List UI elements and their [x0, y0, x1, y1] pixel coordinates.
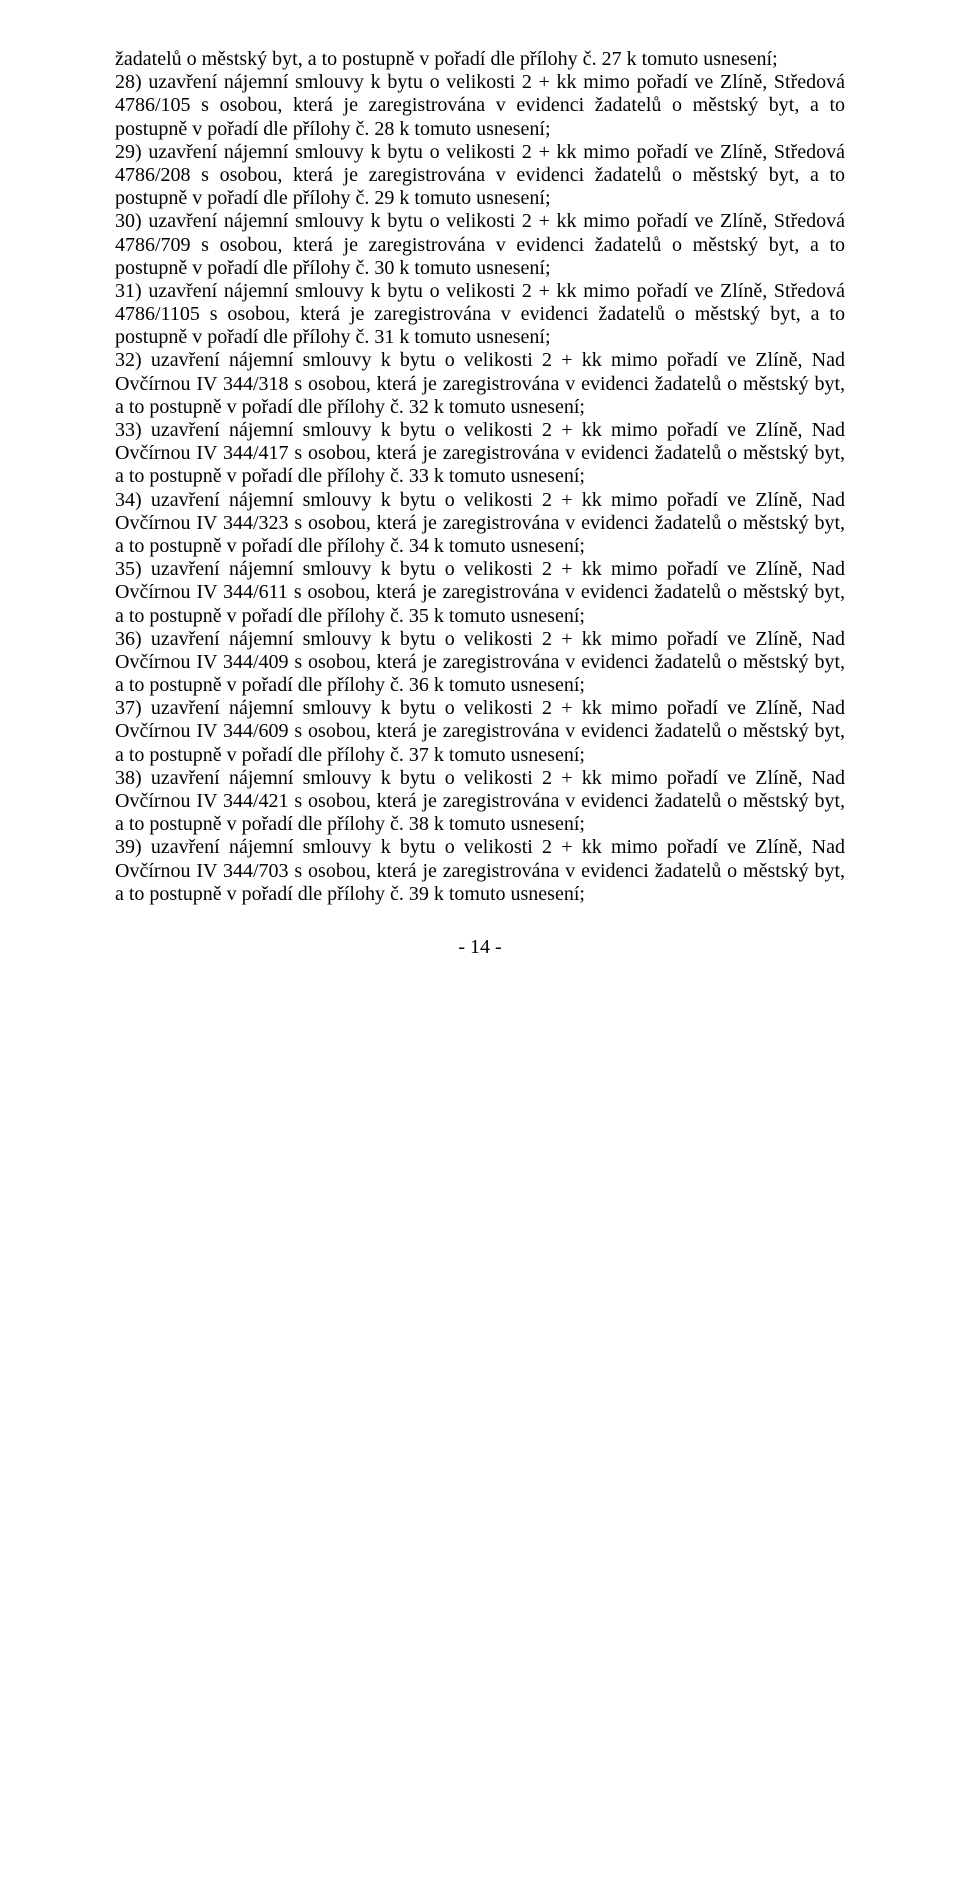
body-paragraph: 32) uzavření nájemní smlouvy k bytu o ve… — [115, 349, 845, 419]
body-paragraph: 37) uzavření nájemní smlouvy k bytu o ve… — [115, 697, 845, 767]
body-paragraph: žadatelů o městský byt, a to postupně v … — [115, 48, 845, 71]
document-page: žadatelů o městský byt, a to postupně v … — [0, 0, 960, 1885]
body-paragraph: 39) uzavření nájemní smlouvy k bytu o ve… — [115, 836, 845, 906]
body-paragraph: 36) uzavření nájemní smlouvy k bytu o ve… — [115, 628, 845, 698]
body-text-container: žadatelů o městský byt, a to postupně v … — [115, 48, 845, 906]
body-paragraph: 29) uzavření nájemní smlouvy k bytu o ve… — [115, 141, 845, 211]
page-number: - 14 - — [115, 936, 845, 959]
body-paragraph: 34) uzavření nájemní smlouvy k bytu o ve… — [115, 489, 845, 559]
body-paragraph: 35) uzavření nájemní smlouvy k bytu o ve… — [115, 558, 845, 628]
body-paragraph: 31) uzavření nájemní smlouvy k bytu o ve… — [115, 280, 845, 350]
body-paragraph: 38) uzavření nájemní smlouvy k bytu o ve… — [115, 767, 845, 837]
body-paragraph: 28) uzavření nájemní smlouvy k bytu o ve… — [115, 71, 845, 141]
body-paragraph: 30) uzavření nájemní smlouvy k bytu o ve… — [115, 210, 845, 280]
body-paragraph: 33) uzavření nájemní smlouvy k bytu o ve… — [115, 419, 845, 489]
